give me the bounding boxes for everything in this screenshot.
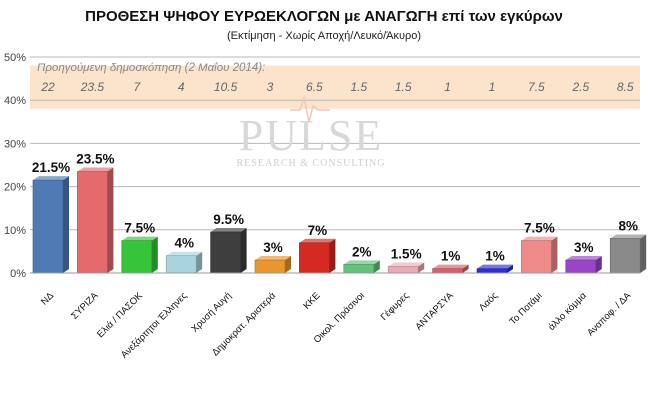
previous-poll-value: 22 <box>40 80 55 94</box>
bar-side <box>285 256 291 273</box>
y-tick-label: 40% <box>4 95 26 107</box>
bar-top <box>521 236 558 241</box>
x-tick-label: ΝΔ <box>39 290 57 308</box>
previous-poll-value: 4 <box>178 80 185 94</box>
bar <box>254 259 286 274</box>
y-tick-label: 30% <box>4 138 26 150</box>
bar <box>343 264 375 274</box>
previous-poll-value: 7.5 <box>528 80 545 94</box>
bar-side <box>107 167 114 273</box>
y-tick-label: 50% <box>4 52 26 64</box>
y-tick-label: 10% <box>4 225 26 237</box>
watermark-logo: PULSE <box>239 111 383 160</box>
x-tick-label: ΑΝΤΑΡΣΥΑ <box>413 290 456 333</box>
bar <box>77 171 108 274</box>
previous-poll-value: 10.5 <box>214 80 238 94</box>
bar-side <box>640 234 647 273</box>
previous-poll-value: 1.5 <box>395 80 412 94</box>
bar-side <box>595 256 602 273</box>
data-label: 1% <box>441 249 461 264</box>
bar-top <box>210 227 247 232</box>
bar-side <box>240 227 247 273</box>
bar-top <box>477 264 513 269</box>
data-label: 7.5% <box>524 221 555 236</box>
data-label: 7% <box>308 223 328 238</box>
bar-side <box>551 236 558 273</box>
y-tick-label: 20% <box>4 182 26 194</box>
bar-top <box>388 262 425 267</box>
bar <box>521 240 552 274</box>
previous-poll-value: 7 <box>133 80 141 94</box>
bar-side <box>151 236 158 273</box>
bar <box>565 259 597 274</box>
x-tick-label: Γέφυρες <box>379 290 412 323</box>
bar-side <box>196 251 203 273</box>
bar <box>165 255 197 274</box>
data-label: 9.5% <box>213 212 244 227</box>
x-tick-label: Αναποφ. / ΔΑ <box>585 290 634 339</box>
data-label: 8% <box>618 218 638 233</box>
data-label: 1% <box>485 249 505 264</box>
bar <box>121 240 153 274</box>
bar-side <box>329 238 336 273</box>
x-tick-label: ΚΚΕ <box>301 290 322 311</box>
previous-poll-value: 23.5 <box>80 80 105 94</box>
x-tick-label: Ελιά / ΠΑΣΟΚ <box>95 290 145 340</box>
bar-side <box>418 262 425 273</box>
watermark-subtitle: RESEARCH & CONSULTING <box>237 158 386 169</box>
bar <box>387 266 419 274</box>
bar-side <box>462 264 469 273</box>
bar-side <box>63 176 69 273</box>
bar <box>609 238 641 274</box>
bar-top <box>255 256 291 261</box>
bar-side <box>507 264 513 273</box>
x-tick-label: Το Ποτάμι <box>507 290 544 327</box>
data-label: 2% <box>352 244 372 259</box>
data-label: 1.5% <box>391 247 422 262</box>
data-label: 23.5% <box>76 151 114 166</box>
data-label: 7.5% <box>124 221 155 236</box>
bar-top <box>432 264 469 269</box>
previous-poll-label: Προηγούμενη δημοσκόπηση (2 Μαΐου 2014): <box>37 61 265 74</box>
bar-top <box>166 251 203 256</box>
bar-top <box>343 260 380 265</box>
bar <box>476 268 508 274</box>
x-tick-label: Λαός <box>477 290 500 313</box>
previous-poll-band <box>30 65 640 109</box>
data-label: 3% <box>574 240 594 255</box>
bar <box>32 179 64 274</box>
data-label: 4% <box>174 236 194 251</box>
bar-side <box>373 260 380 273</box>
previous-poll-value: 3 <box>267 80 274 94</box>
x-tick-label: άλλο κόμμα <box>546 290 589 333</box>
bar-top <box>299 238 336 243</box>
bar-top <box>77 167 114 172</box>
previous-poll-value: 8.5 <box>617 80 634 94</box>
watermark-pulse-line <box>290 95 330 123</box>
bar <box>299 242 330 274</box>
previous-poll-value: 1 <box>444 80 451 94</box>
bar <box>210 231 241 274</box>
data-label: 3% <box>263 240 283 255</box>
previous-poll-value: 1 <box>489 80 496 94</box>
bar <box>432 268 463 274</box>
bar-top <box>33 176 69 181</box>
previous-poll-value: 2.5 <box>571 80 589 94</box>
chart-subtitle: (Εκτίμηση - Χωρίς Αποχή/Λευκό/Άκυρο) <box>226 30 422 42</box>
data-label: 21.5% <box>32 160 70 175</box>
x-tick-label: ΣΥΡΙΖΑ <box>69 290 101 322</box>
x-tick-label: Χρυσή Αυγή <box>189 290 233 334</box>
chart-title: ΠΡΟΘΕΣΗ ΨΗΦΟΥ ΕΥΡΩΕΚΛΟΓΩΝ με ΑΝΑΓΩΓΗ επί… <box>85 8 563 25</box>
bar-top <box>121 236 158 241</box>
bar-top <box>565 256 602 261</box>
previous-poll-value: 1.5 <box>350 80 367 94</box>
bar-top <box>610 234 647 239</box>
previous-poll-value: 6.5 <box>306 80 323 94</box>
y-tick-label: 0% <box>10 268 26 280</box>
